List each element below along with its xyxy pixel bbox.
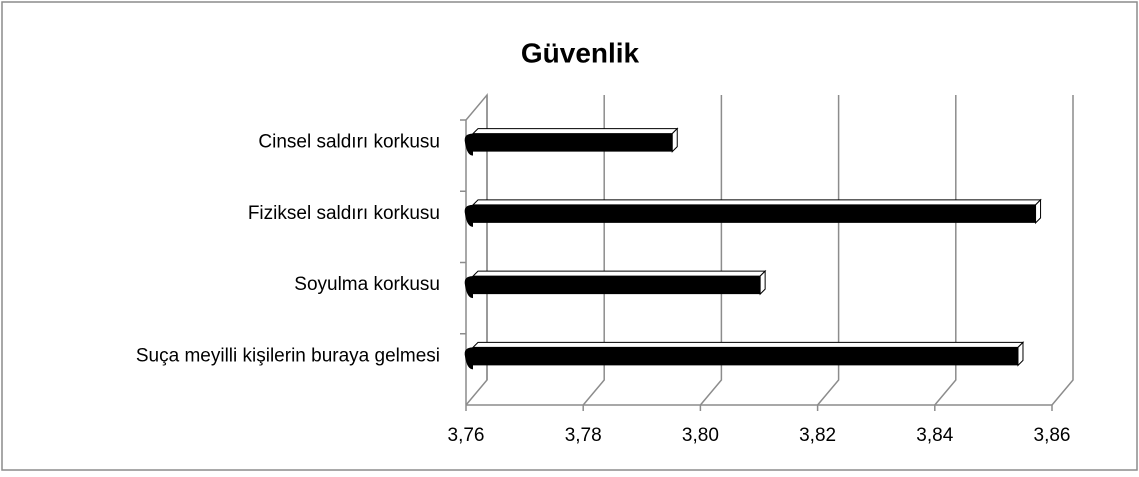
grid-line <box>817 95 840 406</box>
bar <box>473 133 673 152</box>
bar <box>473 276 761 295</box>
bar-top <box>471 199 1042 206</box>
y-tick-label: Soyulma korkusu <box>294 274 440 295</box>
grid-line <box>1051 95 1074 406</box>
grid-line <box>934 95 957 406</box>
bar-cap <box>464 133 473 156</box>
bar-top <box>471 128 679 135</box>
x-tick-label: 3,82 <box>799 425 836 446</box>
bar <box>473 347 1018 366</box>
grid-line <box>465 95 488 406</box>
bar-cap <box>464 276 473 299</box>
grid-line <box>699 95 723 406</box>
grid-line <box>582 95 605 406</box>
y-tick-label: Suça meyilli kişilerin buraya gelmesi <box>136 345 440 366</box>
x-tick-label: 3,80 <box>682 425 719 446</box>
x-tick-label: 3,84 <box>916 425 953 446</box>
y-tick-label: Fiziksel saldırı korkusu <box>248 203 440 224</box>
bar-top <box>471 341 1025 348</box>
x-tick-label: 3,78 <box>565 425 602 446</box>
x-tick-label: 3,86 <box>1034 425 1071 446</box>
bar-top <box>471 270 767 277</box>
x-tick-label: 3,76 <box>448 425 485 446</box>
bar <box>473 204 1036 223</box>
chart-title: Güvenlik <box>521 37 640 68</box>
bar-cap <box>464 204 473 227</box>
y-tick-label: Cinsel saldırı korkusu <box>258 132 440 153</box>
bar-cap <box>464 347 473 370</box>
